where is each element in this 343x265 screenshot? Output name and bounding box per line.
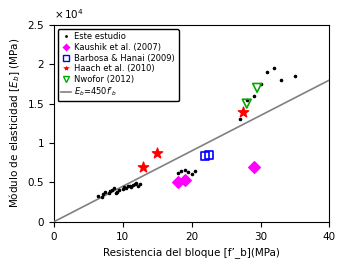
Point: [106, 191, 111, 196]
Point: [292, 74, 298, 78]
Point: [135, 183, 141, 188]
Point: [244, 98, 249, 102]
Point: [99, 195, 105, 200]
Point: [251, 165, 256, 169]
Point: [120, 187, 125, 191]
Y-axis label: Módulo de elasticidad [$E_b$] (MPa): Módulo de elasticidad [$E_b$] (MPa): [7, 38, 22, 209]
Point: [141, 165, 146, 169]
Point: [258, 82, 263, 86]
Point: [121, 185, 127, 189]
Point: [100, 192, 106, 196]
Point: [114, 190, 120, 194]
Point: [134, 181, 139, 186]
Point: [182, 168, 187, 172]
Point: [185, 170, 191, 174]
Point: [130, 183, 136, 187]
Point: [128, 185, 134, 189]
Legend: Este estudio, Kaushik et al. (2007), Barbosa & Hanai (2009), Haach et al. (2010): Este estudio, Kaushik et al. (2007), Bar…: [58, 29, 179, 101]
Point: [103, 190, 108, 194]
Point: [126, 184, 131, 188]
Point: [107, 189, 113, 193]
Point: [111, 186, 117, 190]
X-axis label: Resistencia del bloque [f’_b](MPa): Resistencia del bloque [f’_b](MPa): [103, 247, 280, 258]
Point: [175, 171, 180, 175]
Point: [132, 182, 138, 186]
Point: [251, 94, 256, 98]
Point: [237, 117, 243, 122]
Point: [113, 191, 118, 195]
Point: [182, 178, 187, 182]
Point: [206, 153, 212, 157]
Point: [272, 66, 277, 70]
Point: [96, 194, 101, 198]
Point: [203, 153, 208, 158]
Point: [192, 169, 198, 173]
Point: [127, 183, 132, 188]
Point: [116, 188, 122, 192]
Text: $\times\,10^4$: $\times\,10^4$: [54, 7, 84, 21]
Point: [109, 187, 115, 192]
Point: [189, 172, 194, 176]
Point: [255, 86, 260, 90]
Point: [137, 182, 143, 186]
Point: [178, 169, 184, 174]
Point: [279, 78, 284, 82]
Point: [123, 186, 129, 190]
Point: [175, 180, 180, 185]
Point: [244, 101, 249, 106]
Point: [154, 151, 160, 155]
Point: [265, 70, 270, 74]
Point: [240, 109, 246, 114]
